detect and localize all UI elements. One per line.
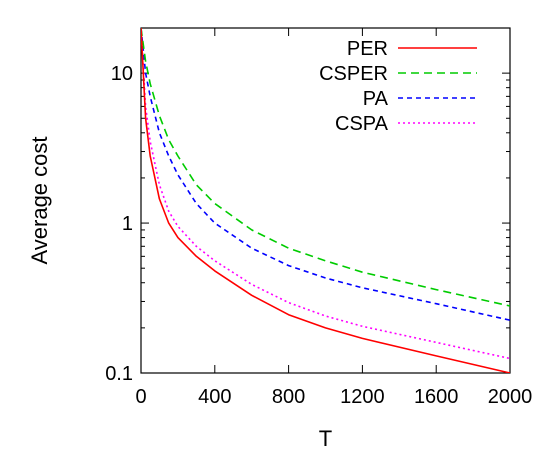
y-tick-label: 1 <box>122 213 133 235</box>
legend-label-pa: PA <box>363 88 389 110</box>
legend: PER CSPER PA CSPA <box>319 38 477 135</box>
x-axis-label: T <box>319 426 332 451</box>
series-line-pa <box>141 28 510 321</box>
x-tick-label: 0 <box>135 386 146 408</box>
x-tick-label: 800 <box>272 386 305 408</box>
y-tick-label: 0.1 <box>105 363 133 385</box>
x-tick-label: 1600 <box>414 386 459 408</box>
legend-label-per: PER <box>347 38 388 60</box>
series-line-csper <box>141 28 510 307</box>
series-line-per <box>141 28 510 373</box>
axis-ticks <box>140 28 511 374</box>
series-lines <box>141 28 510 373</box>
series-line-cspa <box>141 28 510 360</box>
legend-label-csper: CSPER <box>319 63 388 85</box>
y-tick-label: 10 <box>111 63 133 85</box>
plot-frame <box>140 27 511 374</box>
legend-label-cspa: CSPA <box>335 113 389 135</box>
axis-tick-labels: 0 400 800 1200 1600 2000 0.1 1 10 <box>105 63 532 408</box>
x-tick-label: 1200 <box>340 386 385 408</box>
y-axis-label: Average cost <box>27 136 52 264</box>
x-tick-label: 2000 <box>488 386 533 408</box>
x-tick-label: 400 <box>198 386 231 408</box>
